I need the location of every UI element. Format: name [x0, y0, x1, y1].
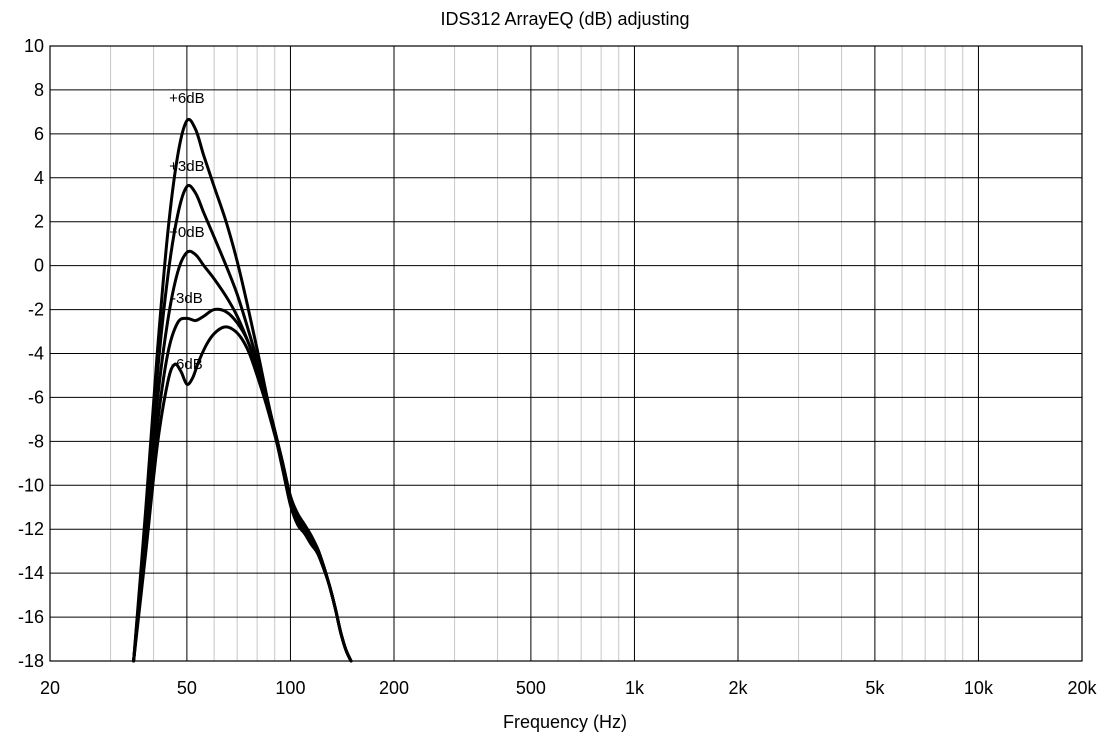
x-tick-label: 2k [728, 678, 748, 698]
y-tick-label: 10 [24, 36, 44, 56]
series-label: +0dB [169, 224, 204, 241]
curves [132, 117, 353, 663]
y-tick-label: -16 [18, 607, 44, 627]
y-tick-label: -12 [18, 519, 44, 539]
x-tick-label: 1k [625, 678, 645, 698]
series-label: +6dB [169, 90, 204, 107]
series-label: -3dB [171, 290, 203, 307]
y-tick-label: -10 [18, 475, 44, 495]
y-tick-label: 0 [34, 256, 44, 276]
y-tick-label: -18 [18, 651, 44, 671]
y-tick-label: 2 [34, 212, 44, 232]
x-axis-label: Frequency (Hz) [503, 712, 627, 732]
x-ticks: 20 50 100 200 500 1k 2k 5k 10k 20k [40, 678, 1098, 698]
x-tick-label: 5k [865, 678, 885, 698]
x-tick-label: 20k [1067, 678, 1097, 698]
y-tick-label: -2 [28, 300, 44, 320]
y-tick-label: -14 [18, 563, 44, 583]
x-tick-label: 20 [40, 678, 60, 698]
y-tick-label: -6 [28, 387, 44, 407]
y-ticks: 10 8 6 4 2 0 -2 -4 -6 -8 -10 -12 -14 -16 -18 [18, 36, 44, 671]
x-tick-label: 10k [964, 678, 994, 698]
y-tick-label: -8 [28, 431, 44, 451]
series-label: -6dB [171, 356, 203, 373]
y-tick-label: 8 [34, 80, 44, 100]
y-tick-label: -4 [28, 344, 44, 364]
x-tick-label: 500 [516, 678, 546, 698]
series-line-4 [132, 325, 353, 663]
plot-frame [49, 45, 1083, 662]
grid [50, 45, 1082, 662]
y-tick-label: 6 [34, 124, 44, 144]
series-label: +3dB [169, 158, 204, 175]
series-labels: +6dB +3dB +0dB -3dB -6dB [169, 90, 204, 373]
x-tick-label: 100 [275, 678, 305, 698]
chart-title: IDS312 ArrayEQ (dB) adjusting [440, 9, 689, 29]
x-tick-label: 50 [177, 678, 197, 698]
y-tick-label: 4 [34, 168, 44, 188]
x-tick-label: 200 [379, 678, 409, 698]
